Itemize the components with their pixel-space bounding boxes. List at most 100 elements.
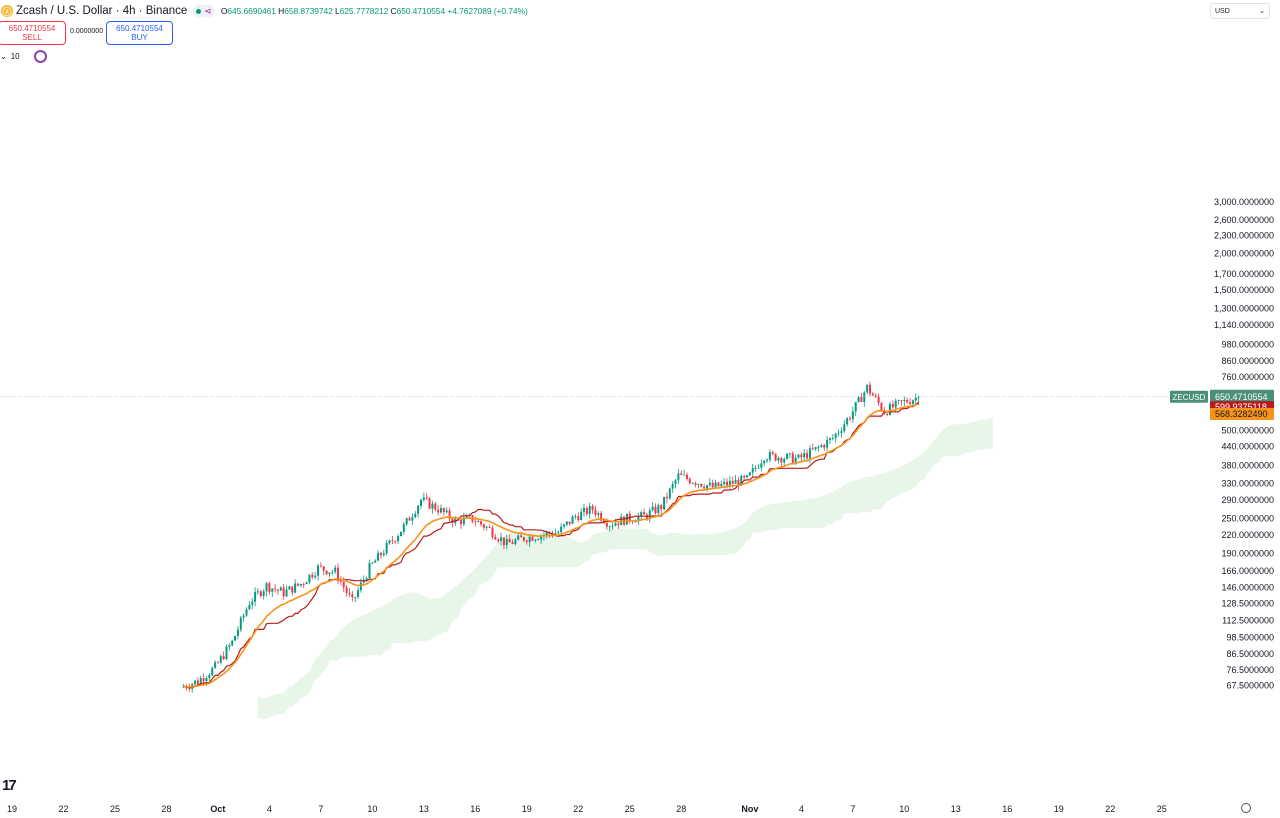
candle-body [411,517,414,521]
candle-body [700,484,703,487]
symbol-title[interactable]: Zcash / U.S. Dollar · 4h · Binance [16,5,188,17]
candle-body [508,539,511,543]
candle-body [442,508,445,513]
candle-body [680,473,683,475]
candle-body [365,578,368,580]
buy-price: 650.4710554 [116,24,163,33]
candle-body [748,472,751,476]
currency-value: USD [1215,7,1230,15]
candle-body [299,584,302,586]
x-tick-label: 28 [676,804,686,814]
candle-body [554,533,557,536]
candle-body [854,402,857,412]
candle-body [276,589,279,591]
buy-button[interactable]: 650.4710554 BUY [106,21,173,45]
candle-body [777,457,780,461]
candle-body [314,575,317,578]
candle-body [851,411,854,420]
candle-body [488,526,491,528]
chevron-down-icon[interactable]: ⌄ [0,51,7,61]
candle-body [780,457,783,463]
candle-body [820,445,823,447]
y-tick-label: 760.0000000 [1221,372,1274,382]
candle-body [545,532,548,535]
candle-body [771,452,774,454]
candle-body [219,656,222,663]
candle-body [474,521,477,523]
candle-body [914,397,917,401]
market-status[interactable]: ⋖ [193,5,215,17]
candle-body [239,617,242,630]
x-tick-label: 10 [367,804,377,814]
candle-body [502,537,505,546]
candle-body [511,542,514,544]
candle-body [906,400,909,403]
candle-body [911,400,914,404]
candle-body [522,537,525,541]
candle-body [891,403,894,408]
candle-body [791,453,794,463]
candle-body [640,512,643,517]
candle-body [248,604,251,610]
tradingview-logo-icon[interactable]: 17 [2,777,17,794]
sell-button[interactable]: 650.4710554 SELL [0,21,66,45]
x-tick-label: 13 [951,804,961,814]
candle-body [734,479,737,484]
candle-body [399,531,402,537]
candle-body [368,563,371,579]
candle-body [651,506,654,511]
candle-body [188,688,191,689]
candle-body [766,459,769,461]
candle-body [440,508,442,513]
candle-body [359,582,362,591]
chevron-down-icon: ⌄ [1259,8,1265,15]
candle-body [903,400,906,402]
candle-body [625,513,628,525]
candle-body [319,565,322,567]
candle-body [743,475,746,478]
candle-body [643,512,646,515]
candle-body [900,400,903,402]
x-tick-label: 22 [1105,804,1115,814]
candle-body [357,590,360,598]
y-tick-label: 980.0000000 [1221,339,1274,349]
candle-body [737,479,740,486]
x-tick-label: Nov [741,804,758,814]
candle-body [425,497,428,499]
time-axis[interactable]: 19 22 25 28 Oct 4 7 10 13 16 19 22 25 28 Nov 4 7 10 13 16 19… [7,804,1167,814]
indicator-toggle[interactable]: ⌄ 10 [0,49,47,63]
candle-body [514,539,517,544]
candle-body [583,507,585,512]
gear-icon[interactable] [1241,803,1251,813]
x-tick-label: 19 [522,804,532,814]
candle-body [211,667,214,676]
candle-body [385,543,388,554]
x-tick-label: 25 [1157,804,1167,814]
candle-body [874,395,877,397]
x-tick-label: 25 [110,804,120,814]
candle-body [909,402,912,404]
price-axis[interactable]: 3,000.0000000 2,600.0000000 2,300.0000000 2… [1214,197,1274,691]
candle-body [540,535,543,540]
conversion-line [183,403,919,688]
candle-body [417,505,420,514]
candle-body [245,609,248,616]
candle-body [236,629,239,636]
y-tick-label: 1,500.0000000 [1214,285,1274,295]
currency-selector[interactable]: USD ⌄ [1210,3,1270,19]
candle-body [265,583,268,592]
candle-body [268,583,271,592]
candle-body [377,552,380,561]
candle-body [568,521,571,524]
candle-body [331,571,334,573]
candle-body [500,537,503,541]
candle-body [774,453,777,461]
candle-body [345,587,348,593]
candle-body [623,516,626,525]
candle-body [711,482,714,488]
candle-body [788,453,791,455]
candle-body [746,475,749,478]
candle-body [677,473,680,481]
candle-body [588,506,591,515]
